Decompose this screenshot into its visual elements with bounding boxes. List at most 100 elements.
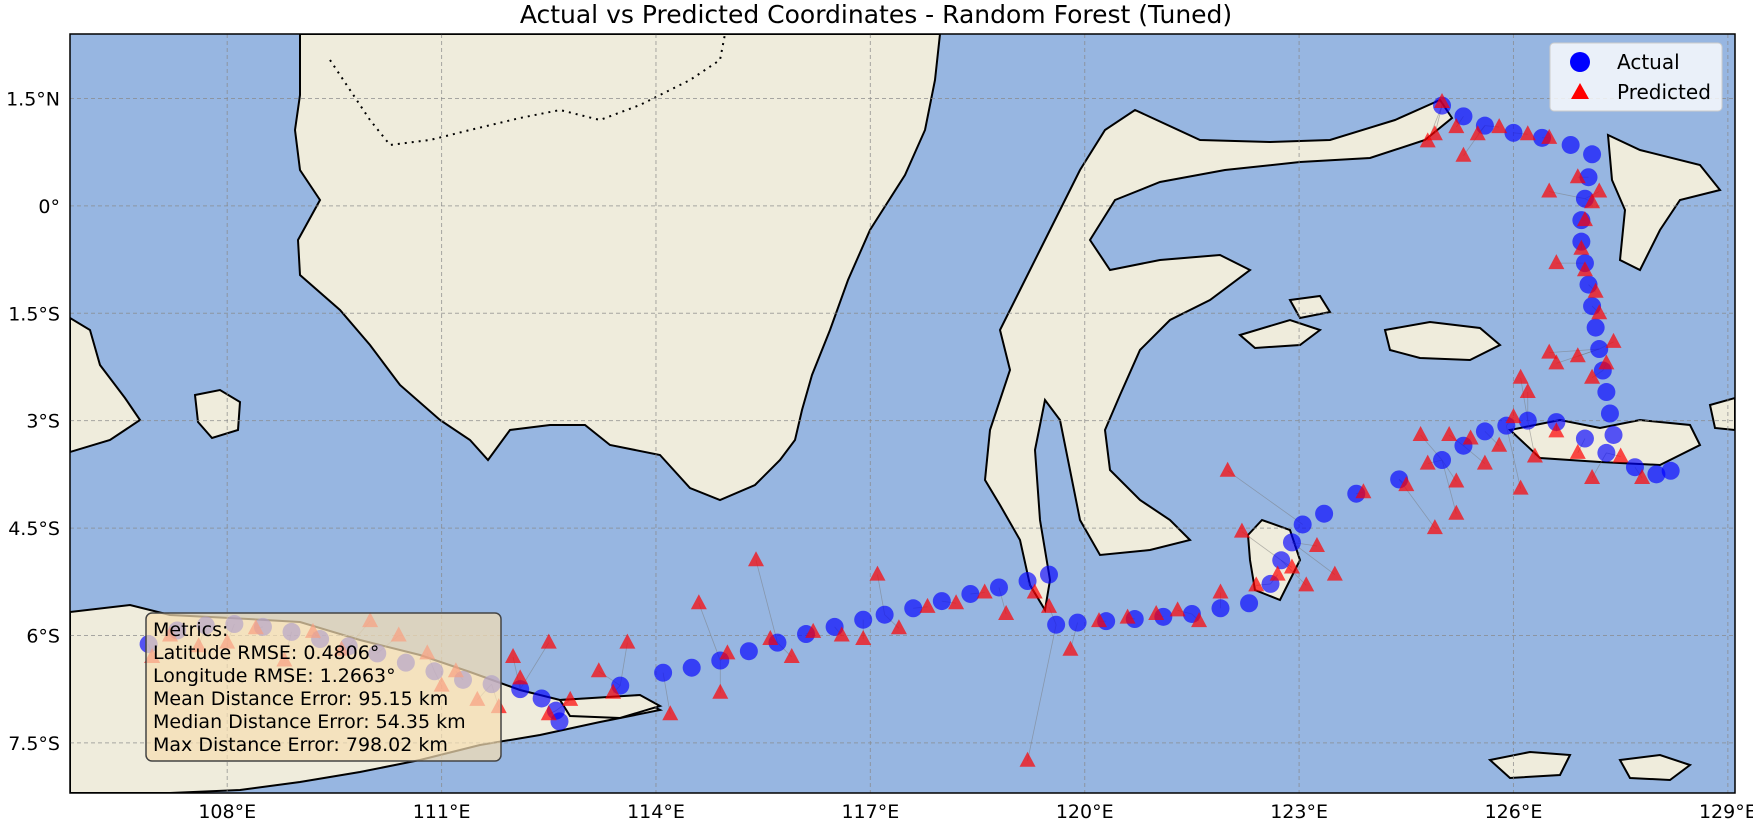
predicted-point bbox=[1019, 751, 1036, 767]
land-halmahera bbox=[1606, 133, 1722, 272]
actual-point bbox=[1475, 116, 1494, 135]
predicted-point bbox=[890, 619, 907, 635]
legend: Actual Predicted bbox=[1549, 42, 1723, 112]
predicted-point bbox=[1283, 558, 1300, 574]
x-tick-label: 126°E bbox=[1485, 801, 1543, 823]
actual-point bbox=[1282, 533, 1301, 552]
predicted-point bbox=[1519, 125, 1536, 141]
predicted-point bbox=[1491, 118, 1508, 134]
predicted-point bbox=[1584, 193, 1601, 209]
predicted-point bbox=[1512, 368, 1529, 384]
predicted-point bbox=[1573, 239, 1590, 255]
predicted-point bbox=[1491, 436, 1508, 452]
predicted-point bbox=[762, 630, 779, 646]
predicted-point bbox=[1062, 640, 1079, 656]
metrics-header: Metrics: bbox=[153, 619, 228, 641]
error-line bbox=[698, 603, 721, 661]
actual-point bbox=[532, 689, 551, 708]
x-tick-label: 120°E bbox=[1056, 801, 1114, 823]
predicted-point bbox=[1541, 128, 1558, 144]
predicted-point bbox=[1512, 479, 1529, 495]
predicted-point bbox=[976, 583, 993, 599]
predicted-point bbox=[1455, 146, 1472, 162]
x-tick-label: 117°E bbox=[841, 801, 899, 823]
predicted-point bbox=[855, 630, 872, 646]
x-tick-label: 108°E bbox=[198, 801, 256, 823]
predicted-point bbox=[1419, 454, 1436, 470]
actual-point bbox=[1039, 565, 1058, 584]
land-sulawesi bbox=[983, 98, 1454, 613]
predicted-point bbox=[869, 565, 886, 581]
actual-point bbox=[682, 658, 701, 677]
predicted-point bbox=[948, 594, 965, 610]
predicted-point bbox=[1634, 468, 1651, 484]
predicted-point bbox=[1584, 468, 1601, 484]
error-line bbox=[755, 560, 778, 643]
actual-point bbox=[1293, 515, 1312, 534]
y-tick-labels: 1.5°N 0° 1.5°S 3°S 4.5°S 6°S 7.5°S bbox=[6, 88, 60, 754]
predicted-point bbox=[540, 633, 557, 649]
predicted-point bbox=[540, 705, 557, 721]
predicted-point bbox=[712, 683, 729, 699]
actual-point bbox=[1561, 135, 1580, 154]
x-tick-label: 111°E bbox=[413, 801, 471, 823]
border-dotted bbox=[329, 34, 726, 147]
land-banggai bbox=[1237, 318, 1323, 350]
predicted-point bbox=[690, 594, 707, 610]
predicted-point bbox=[1548, 354, 1565, 370]
predicted-point bbox=[1462, 429, 1479, 445]
predicted-point bbox=[1576, 211, 1593, 227]
actual-point bbox=[1504, 123, 1523, 142]
legend-box bbox=[1549, 42, 1723, 112]
actual-point bbox=[1433, 451, 1452, 470]
actual-point bbox=[511, 680, 530, 699]
predicted-point bbox=[1212, 583, 1229, 599]
predicted-point bbox=[1219, 461, 1236, 477]
predicted-point bbox=[783, 647, 800, 663]
predicted-point bbox=[833, 626, 850, 642]
actual-point bbox=[1475, 422, 1494, 441]
predicted-point bbox=[1119, 608, 1136, 624]
predicted-point bbox=[1426, 519, 1443, 535]
actual-point bbox=[1240, 594, 1259, 613]
predicted-point bbox=[919, 597, 936, 613]
actual-point bbox=[1315, 504, 1334, 523]
predicted-point bbox=[1298, 576, 1315, 592]
actual-point bbox=[825, 617, 844, 636]
predicted-point bbox=[1541, 182, 1558, 198]
legend-actual-label: Actual bbox=[1617, 50, 1680, 74]
predicted-point bbox=[1591, 304, 1608, 320]
predicted-point bbox=[605, 683, 622, 699]
actual-point bbox=[989, 578, 1008, 597]
actual-point bbox=[1597, 443, 1616, 462]
predicted-point bbox=[1505, 408, 1522, 424]
predicted-point bbox=[1469, 125, 1486, 141]
x-tick-label: 114°E bbox=[627, 801, 685, 823]
metrics-median-distance: Median Distance Error: 54.35 km bbox=[153, 711, 466, 733]
predicted-point bbox=[1248, 576, 1265, 592]
predicted-point bbox=[1576, 261, 1593, 277]
predicted-point bbox=[1569, 168, 1586, 184]
predicted-point bbox=[748, 551, 765, 567]
land-buru bbox=[1383, 320, 1502, 362]
metrics-mean-distance: Mean Distance Error: 95.15 km bbox=[153, 688, 448, 710]
predicted-point bbox=[998, 604, 1015, 620]
predicted-point bbox=[805, 622, 822, 638]
actual-point bbox=[932, 592, 951, 611]
predicted-point bbox=[1448, 118, 1465, 134]
predicted-point bbox=[1091, 612, 1108, 628]
actual-point bbox=[875, 605, 894, 624]
x-tick-label: 129°E bbox=[1699, 801, 1753, 823]
predicted-point bbox=[505, 647, 522, 663]
actual-point bbox=[1604, 425, 1623, 444]
predicted-point bbox=[1191, 612, 1208, 628]
predicted-point bbox=[662, 705, 679, 721]
predicted-point bbox=[1412, 425, 1429, 441]
land-ambon bbox=[1708, 396, 1735, 432]
y-tick-label: 1.5°N bbox=[6, 88, 60, 110]
actual-point bbox=[1047, 615, 1066, 634]
error-line bbox=[1505, 425, 1522, 489]
predicted-point bbox=[1584, 368, 1601, 384]
land-peleng bbox=[1288, 294, 1332, 320]
